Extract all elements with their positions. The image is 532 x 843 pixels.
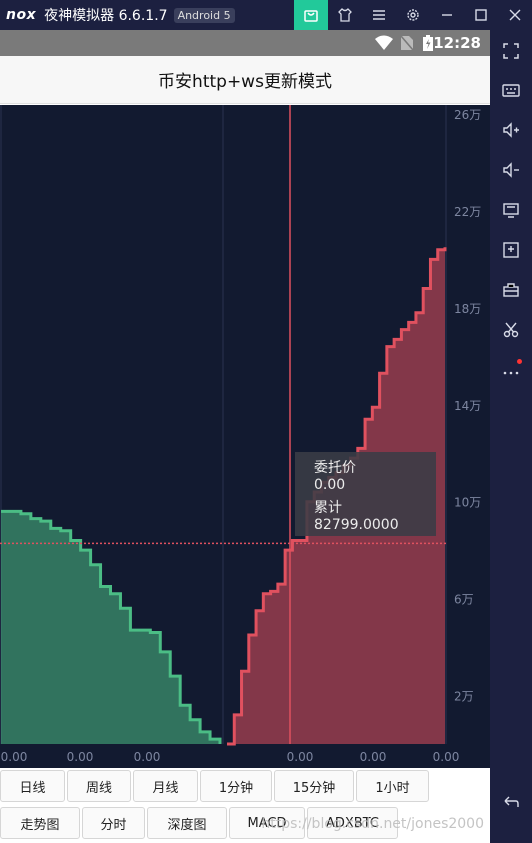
watermark: https://blog.csdn.net/jones2000 <box>261 816 484 832</box>
close-icon[interactable] <box>498 0 532 30</box>
screen-icon[interactable] <box>490 195 532 225</box>
y-tick-label: 6万 <box>454 593 474 607</box>
x-axis-labels: 0.00 0.00 0.00 0.00 0.00 0.00 <box>1 750 460 764</box>
emulator-title: 夜神模拟器 6.6.1.7 <box>44 8 168 24</box>
battery-icon <box>423 35 433 55</box>
tooltip-price-label: 委托价 <box>314 460 356 476</box>
app-bar: 币安http+ws更新模式 <box>0 56 490 104</box>
nox-logo: nox <box>6 7 37 23</box>
page-title: 币安http+ws更新模式 <box>158 72 332 92</box>
android-screen: 12:28 币安http+ws更新模式 26万 22万 18万 14万 10万 6万 2万 … <box>0 30 490 843</box>
toolbox-icon[interactable] <box>490 275 532 305</box>
android-version-badge: Android 5 <box>173 7 235 23</box>
bid-line <box>1 509 222 744</box>
trend-chart-button[interactable]: 走势图 <box>0 807 80 839</box>
x-tick-label: 0.00 <box>433 750 460 764</box>
status-bar: 12:28 <box>0 30 490 56</box>
minute-chart-button[interactable]: 分时 <box>82 807 145 839</box>
day-line-button[interactable]: 日线 <box>0 770 65 802</box>
emulator-title-bar: nox 夜神模拟器 6.6.1.7 Android 5 <box>0 0 532 30</box>
back-icon[interactable] <box>490 787 532 817</box>
x-tick-label: 0.00 <box>360 750 387 764</box>
menu-icon[interactable] <box>362 0 396 30</box>
more-icon[interactable] <box>490 355 532 385</box>
scissors-icon[interactable] <box>490 315 532 345</box>
y-tick-label: 14万 <box>454 399 481 413</box>
x-tick-label: 0.00 <box>134 750 161 764</box>
x-tick-label: 0.00 <box>287 750 314 764</box>
settings-icon[interactable] <box>396 0 430 30</box>
y-axis-labels: 26万 22万 18万 14万 10万 6万 2万 <box>454 108 481 704</box>
y-tick-label: 26万 <box>454 108 481 122</box>
keyboard-icon[interactable] <box>490 75 532 105</box>
volume-down-icon[interactable] <box>490 155 532 185</box>
adxbtc-button[interactable]: ADXBTC <box>307 807 398 839</box>
depth-chart-button[interactable]: 深度图 <box>147 807 227 839</box>
y-tick-label: 18万 <box>454 302 481 316</box>
week-line-button[interactable]: 周线 <box>67 770 131 802</box>
1hour-button[interactable]: 1小时 <box>356 770 429 802</box>
tooltip-box: 委托价 0.00 累计 82799.0000 <box>295 452 436 536</box>
tooltip-total-value: 82799.0000 <box>314 517 399 533</box>
tooltip-background <box>295 452 436 536</box>
tooltip-price-value: 0.00 <box>314 477 345 493</box>
notification-dot <box>517 359 522 364</box>
x-tick-label: 0.00 <box>1 750 28 764</box>
y-tick-label: 10万 <box>454 496 481 510</box>
skin-icon[interactable] <box>328 0 362 30</box>
month-line-button[interactable]: 月线 <box>133 770 198 802</box>
bid-area-layer <box>1 509 222 744</box>
macd-button[interactable]: MACD <box>229 807 305 839</box>
depth-chart[interactable]: 26万 22万 18万 14万 10万 6万 2万 0.00 0.00 0.00 0.00 0.00… <box>0 105 490 768</box>
x-tick-label: 0.00 <box>67 750 94 764</box>
bid-area <box>1 511 220 744</box>
maximize-icon[interactable] <box>464 0 498 30</box>
minimize-icon[interactable] <box>430 0 464 30</box>
y-tick-label: 2万 <box>454 690 474 704</box>
no-sim-icon <box>400 35 414 55</box>
period-button-row: 日线 周线 月线 1分钟 15分钟 1小时 <box>0 770 490 804</box>
emulator-sidebar <box>490 30 532 843</box>
volume-up-icon[interactable] <box>490 115 532 145</box>
y-tick-label: 22万 <box>454 205 481 219</box>
tooltip-total-label: 累计 <box>314 500 342 516</box>
fullscreen-icon[interactable] <box>490 36 532 66</box>
wifi-icon <box>374 35 394 55</box>
apk-icon[interactable] <box>490 235 532 265</box>
1min-button[interactable]: 1分钟 <box>200 770 272 802</box>
window-controls <box>294 0 532 30</box>
crosshair-layer <box>0 105 446 744</box>
shop-icon[interactable] <box>294 0 328 30</box>
status-time: 12:28 <box>433 34 481 52</box>
15min-button[interactable]: 15分钟 <box>274 770 354 802</box>
chart-type-button-row: 走势图 分时 深度图 MACD ADXBTC https://blog.csdn… <box>0 807 490 841</box>
